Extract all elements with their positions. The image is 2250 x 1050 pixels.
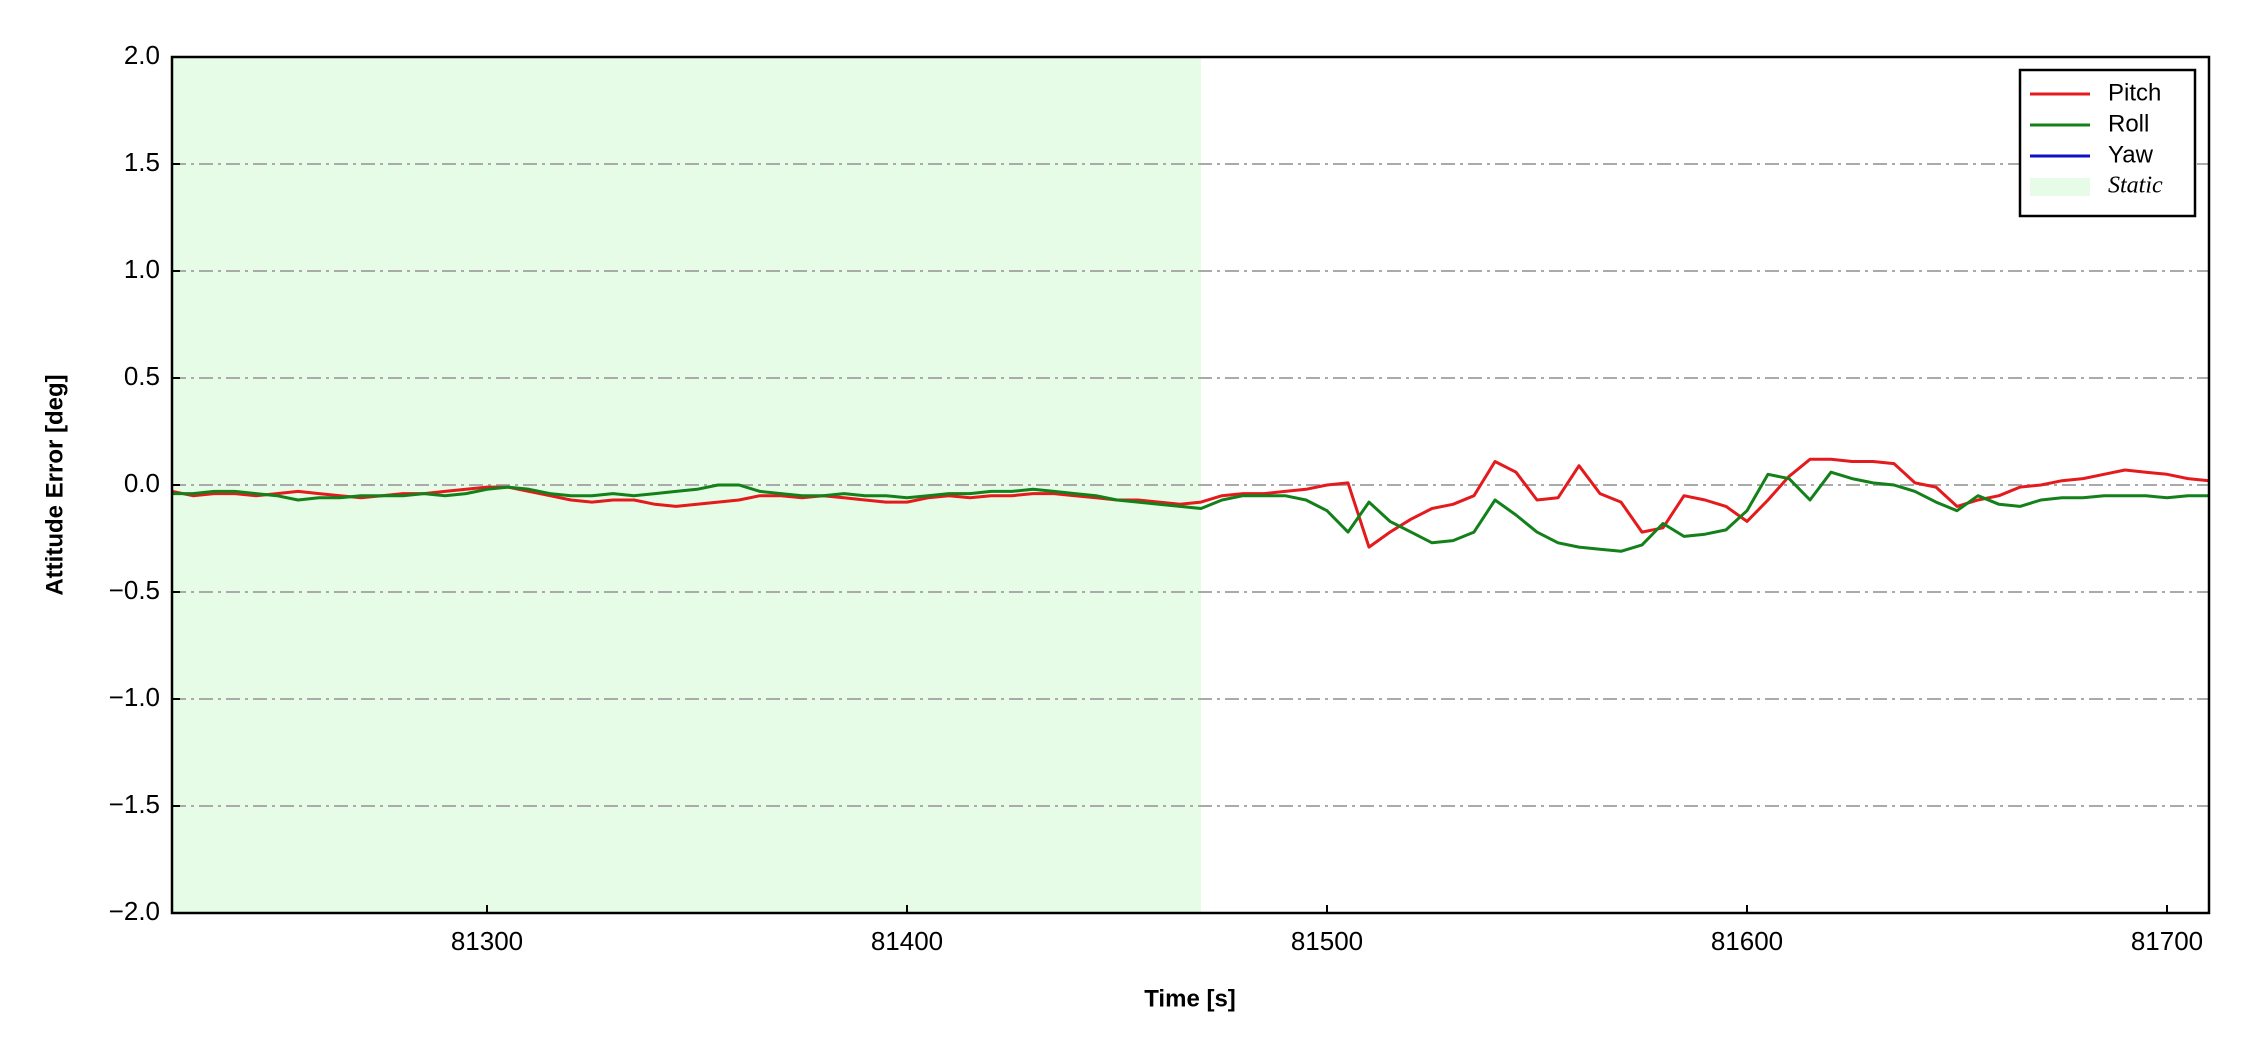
plot-frame (170, 55, 2211, 915)
series-line (172, 470, 2209, 553)
x-tick-label: 81700 (2131, 926, 2203, 956)
legend-label: Static (2108, 173, 2163, 199)
y-tick-label: −0.5 (109, 575, 160, 605)
y-tick-label: 1.0 (124, 254, 160, 284)
y-tick-label: 0.0 (124, 468, 160, 498)
y-tick-label: −1.5 (109, 789, 160, 819)
legend-label: Yaw (2108, 141, 2154, 168)
legend-swatch (2030, 178, 2090, 196)
legend: Pitch Roll Yaw Static (2018, 68, 2197, 218)
y-tick-label: 1.5 (124, 147, 160, 177)
x-tick-label: 81500 (1291, 926, 1363, 956)
legend-label: Pitch (2108, 79, 2161, 106)
x-tick-label: 81300 (451, 926, 523, 956)
y-tick-label: 0.5 (124, 361, 160, 391)
y-tick-label: −1.0 (109, 682, 160, 712)
y-tick-label: 2.0 (124, 40, 160, 70)
legend-label: Roll (2108, 110, 2149, 137)
x-axis-label: Time [s] (1144, 985, 1236, 1012)
x-tick-label: 81600 (1711, 926, 1783, 956)
y-axis-label: Attitude Error [deg] (41, 374, 68, 595)
x-tick-label: 81400 (871, 926, 943, 956)
y-tick-label: −2.0 (109, 896, 160, 926)
